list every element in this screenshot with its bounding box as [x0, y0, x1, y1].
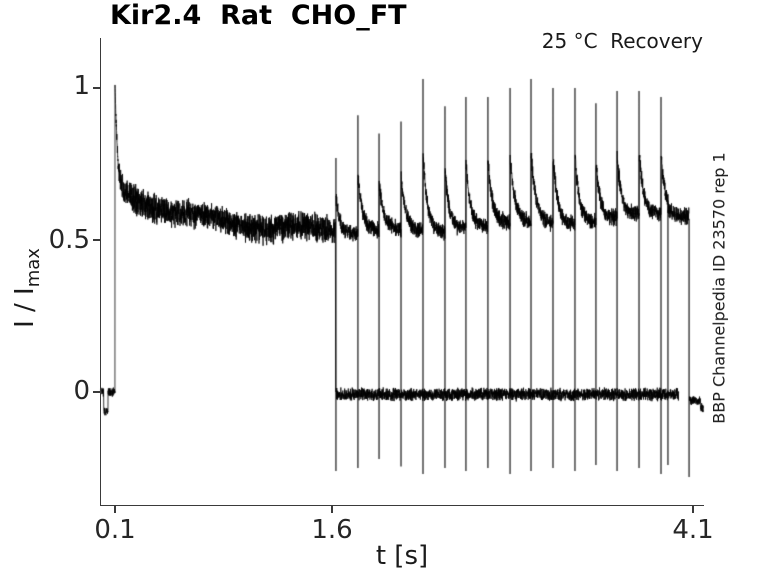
temperature-protocol-annotation: 25 °C Recovery: [541, 29, 703, 53]
x-tick-1.6: [331, 506, 333, 513]
x-tick-label-4.1: 4.1: [672, 515, 714, 545]
x-axis-spine: [100, 505, 704, 507]
x-tick-label-1.6: 1.6: [311, 515, 353, 545]
x-axis-label: t [s]: [375, 541, 429, 571]
y-axis-label: I / Imax: [10, 248, 44, 328]
x-tick-0.1: [114, 506, 116, 513]
y-tick-1: [93, 87, 100, 89]
watermark-text: BBP Channelpedia ID 23570 rep 1: [709, 152, 729, 424]
y-axis-spine: [100, 38, 102, 506]
x-tick-label-0.1: 0.1: [94, 515, 136, 545]
y-tick-label-0.5: 0.5: [48, 225, 90, 255]
y-tick-label-1: 1: [73, 71, 90, 101]
y-tick-0.5: [93, 239, 100, 241]
y-axis-label-main: I / I: [9, 287, 40, 328]
y-tick-label-0: 0: [73, 376, 90, 406]
y-tick-0: [93, 391, 100, 393]
x-tick-4.1: [692, 506, 694, 513]
chart-title: Kir2.4 Rat CHO_FT: [110, 0, 407, 31]
